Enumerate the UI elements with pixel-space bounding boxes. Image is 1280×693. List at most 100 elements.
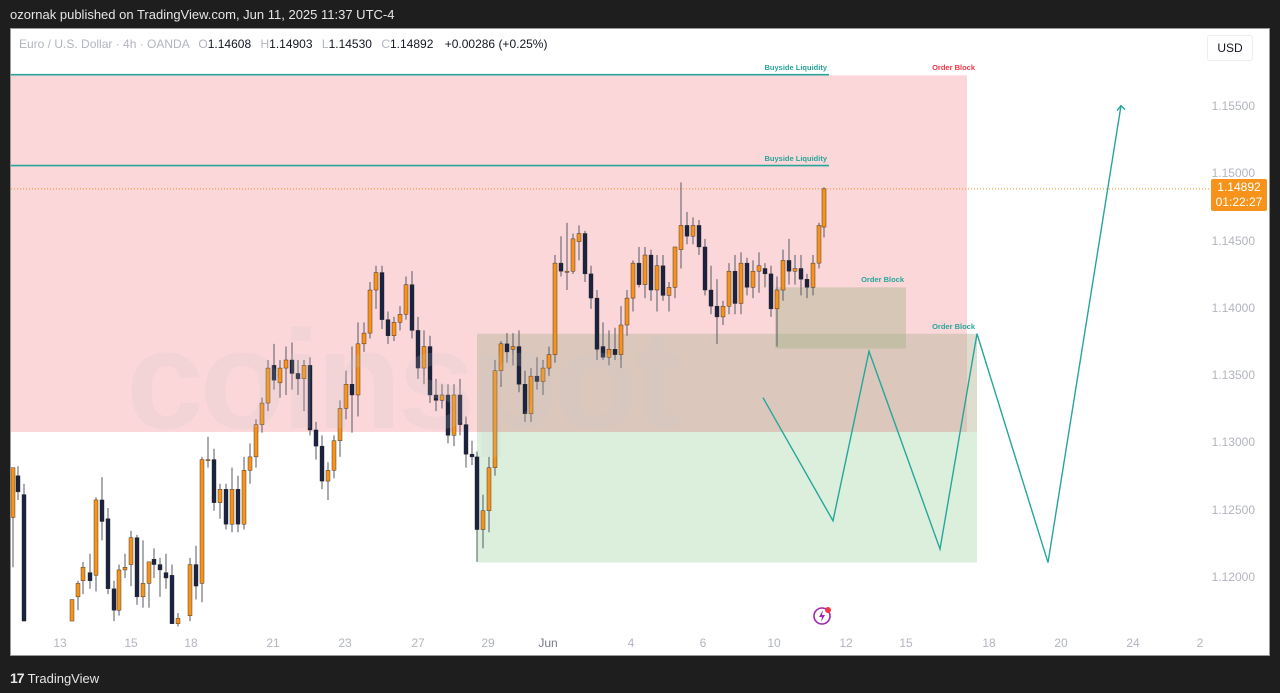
bullish-candle (403, 284, 409, 315)
bearish-candle (762, 268, 768, 275)
bearish-candle (15, 475, 21, 493)
bullish-candle (229, 488, 235, 525)
bearish-candle (648, 254, 654, 291)
bearish-candle (295, 373, 301, 380)
bearish-candle (433, 394, 439, 401)
bearish-candle (21, 494, 27, 622)
bearish-candle (409, 284, 415, 331)
publish-bar: ozornak published on TradingView.com, Ju… (0, 0, 1280, 28)
price-axis-label: 1.12000 (1211, 570, 1255, 584)
time-axis-label: 23 (338, 636, 352, 650)
bullish-candle (690, 225, 696, 237)
open-value: 1.14608 (207, 37, 252, 51)
bullish-candle (69, 599, 75, 622)
premium-order-block-zone (11, 75, 967, 432)
bullish-candle (140, 583, 146, 598)
bearish-candle (798, 268, 804, 280)
bullish-candle (265, 367, 271, 404)
buyside-liquidity-label: Buyside Liquidity (764, 153, 827, 163)
buyside-liquidity-label: Buyside Liquidity (764, 62, 827, 72)
bullish-candle (498, 343, 504, 371)
bullish-candle (570, 238, 576, 272)
order-block-label-premium: Order Block (932, 63, 975, 73)
change-value: +0.00286 (+0.25%) (444, 37, 548, 51)
currency-button[interactable]: USD (1207, 35, 1253, 61)
time-axis-label: 6 (699, 636, 707, 650)
arrow-head-icon (1116, 104, 1126, 112)
bullish-candle (146, 561, 152, 584)
bearish-candle (732, 270, 738, 304)
bearish-candle (319, 445, 325, 482)
bearish-candle (151, 558, 157, 565)
bullish-candle (606, 349, 612, 358)
bullish-candle (93, 499, 99, 576)
last-price-tag: 1.14892 01:22:27 (1211, 179, 1267, 211)
bearish-candle (211, 459, 217, 503)
time-axis-label: 27 (411, 636, 425, 650)
low-value: 1.14530 (328, 37, 372, 51)
symbol-name[interactable]: Euro / U.S. Dollar · 4h · OANDA (19, 37, 190, 51)
time-axis-label: 4 (627, 636, 635, 650)
order-block-label-lower: Order Block (932, 321, 975, 331)
bearish-candle (457, 394, 463, 425)
bearish-candle (714, 305, 720, 318)
bullish-candle (528, 375, 534, 415)
bearish-candle (660, 265, 666, 296)
bearish-candle (684, 225, 690, 237)
bearish-candle (427, 346, 433, 396)
price-axis-label: 1.12500 (1211, 502, 1255, 517)
bullish-candle (343, 384, 349, 409)
bearish-candle (307, 365, 313, 431)
bullish-candle (247, 456, 253, 471)
bearish-candle (289, 359, 295, 374)
price-plot[interactable] (11, 29, 1269, 655)
time-axis-label: 15 (899, 636, 913, 650)
bullish-candle (618, 324, 624, 355)
bullish-candle (672, 246, 678, 288)
bearish-candle (804, 279, 810, 288)
bullish-candle (253, 424, 259, 458)
bearish-candle (169, 575, 175, 624)
bearish-candle (469, 453, 475, 458)
bullish-candle (486, 467, 492, 511)
time-axis-label: 13 (53, 636, 67, 650)
bearish-candle (271, 365, 277, 381)
bullish-candle (630, 262, 636, 299)
high-value: 1.14903 (269, 37, 313, 51)
bullish-candle (642, 254, 648, 285)
last-price-value: 1.14892 (1217, 180, 1261, 194)
projection-path (762, 105, 1122, 563)
bearish-candle (157, 564, 163, 571)
lightning-alert-icon[interactable] (811, 605, 833, 627)
bullish-candle (217, 488, 223, 503)
time-axis-label: Jun (538, 636, 558, 650)
bearish-candle (235, 488, 241, 525)
bullish-candle (277, 367, 283, 384)
bearish-candle (445, 394, 451, 436)
bullish-candle (726, 270, 732, 307)
order-block-lower-zone (477, 333, 977, 432)
bullish-candle (397, 314, 403, 323)
open-label: O (198, 37, 208, 51)
bearish-candle (163, 572, 169, 579)
chart-frame[interactable]: Euro / U.S. Dollar · 4h · OANDA O1.14608… (10, 28, 1270, 656)
time-axis-label: 18 (982, 636, 996, 650)
order-block-upper-zone (775, 287, 906, 349)
time-axis-label: 18 (184, 636, 198, 650)
time-axis-label: 24 (1126, 636, 1140, 650)
bullish-candle (654, 265, 660, 291)
bullish-candle (439, 394, 445, 401)
bearish-candle (463, 424, 469, 455)
bullish-candle (821, 188, 827, 228)
bearish-candle (223, 488, 229, 525)
bullish-candle (301, 365, 307, 380)
footer-brand: 17 TradingView (10, 668, 99, 688)
bearish-candle (99, 499, 105, 522)
bearish-candle (504, 343, 510, 353)
bullish-candle (624, 297, 630, 326)
time-axis-label: 21 (266, 636, 280, 650)
bullish-candle (792, 268, 798, 272)
bullish-candle (205, 459, 211, 461)
bearish-candle (516, 346, 522, 385)
close-label: C (381, 37, 390, 51)
